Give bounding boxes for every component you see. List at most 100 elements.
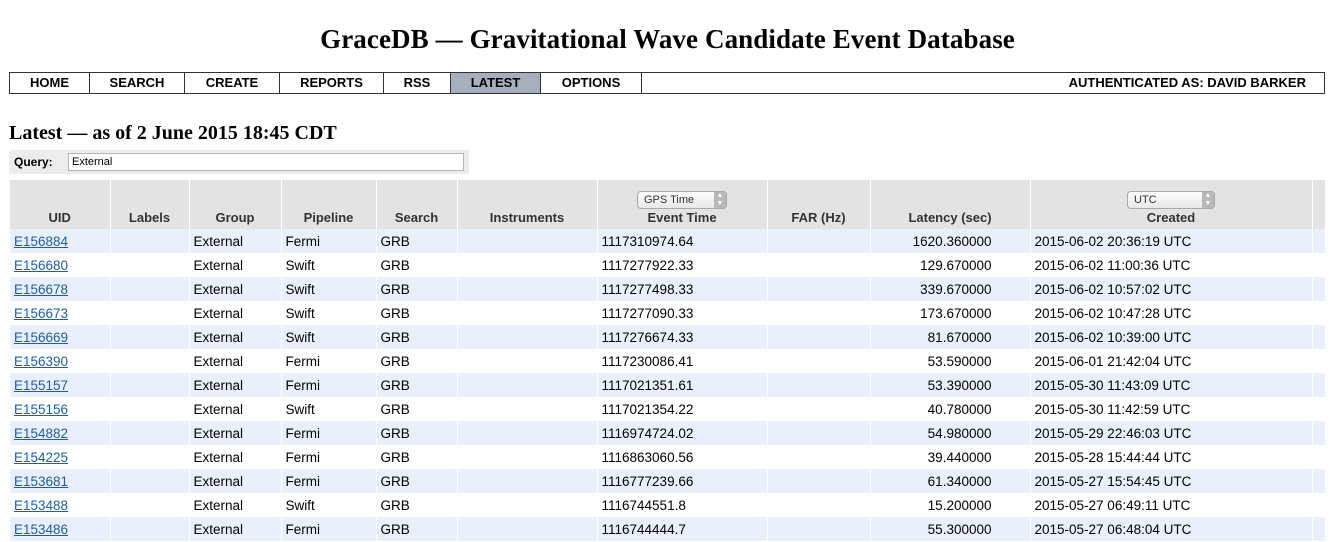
col-latency[interactable]: Latency (sec) <box>870 180 1031 229</box>
cell-far <box>767 445 871 469</box>
table-row[interactable]: E154225 External Fermi GRB 1116863060.56 39.4… <box>10 445 1326 469</box>
event-uid-link[interactable]: E156669 <box>14 329 69 345</box>
cell-far <box>767 253 871 277</box>
cell-gutter <box>1312 301 1326 325</box>
col-instruments[interactable]: Instruments <box>457 180 598 229</box>
event-time-format-select[interactable]: GPS Time ▲ ▼ <box>637 191 727 209</box>
cell-instruments <box>457 397 598 421</box>
table-row[interactable]: E156680 External Swift GRB 1117277922.33 129.… <box>10 253 1326 277</box>
col-labels[interactable]: Labels <box>110 180 190 229</box>
cell-event-time: 1116744551.8 <box>597 493 768 517</box>
col-far[interactable]: FAR (Hz) <box>767 180 871 229</box>
event-uid-link[interactable]: E156390 <box>14 353 69 369</box>
col-uid[interactable]: UID <box>10 180 111 229</box>
table-row[interactable]: E156884 External Fermi GRB 1117310974.64 1620… <box>10 229 1326 253</box>
cell-labels <box>110 349 190 373</box>
cell-far <box>767 469 871 493</box>
cell-latency: 129.670000 <box>870 253 1031 277</box>
created-timezone-select[interactable]: UTC ▲ ▼ <box>1127 191 1215 209</box>
table-row[interactable]: E154882 External Fermi GRB 1116974724.02 54.9… <box>10 421 1326 445</box>
nav-reports[interactable]: REPORTS <box>280 73 384 93</box>
event-uid-link[interactable]: E156884 <box>14 233 69 249</box>
event-uid-link[interactable]: E153486 <box>14 521 69 537</box>
cell-labels <box>110 277 190 301</box>
cell-gutter <box>1312 325 1326 349</box>
cell-latency: 53.390000 <box>870 373 1031 397</box>
cell-gutter <box>1312 373 1326 397</box>
cell-far <box>767 373 871 397</box>
auth-status: AUTHENTICATED AS: DAVID BARKER <box>1068 75 1306 90</box>
table-row[interactable]: E153681 External Fermi GRB 1116777239.66 61.3… <box>10 469 1326 493</box>
cell-gutter <box>1312 517 1326 541</box>
cell-latency: 54.980000 <box>870 421 1031 445</box>
nav-search[interactable]: SEARCH <box>90 73 185 93</box>
col-search[interactable]: Search <box>376 180 458 229</box>
col-pipeline[interactable]: Pipeline <box>281 180 377 229</box>
cell-uid: E154882 <box>10 421 111 445</box>
event-time-select-wrap: GPS Time ▲ ▼ <box>598 191 767 209</box>
cell-far <box>767 325 871 349</box>
nav-home[interactable]: HOME <box>10 73 90 93</box>
col-created-label[interactable]: Created <box>1146 210 1196 225</box>
cell-created: 2015-06-02 20:36:19 UTC <box>1030 229 1313 253</box>
cell-instruments <box>457 349 598 373</box>
cell-labels <box>110 229 190 253</box>
event-uid-link[interactable]: E156680 <box>14 257 69 273</box>
cell-instruments <box>457 421 598 445</box>
event-uid-link[interactable]: E154882 <box>14 425 69 441</box>
col-group[interactable]: Group <box>189 180 282 229</box>
cell-search: GRB <box>376 493 458 517</box>
table-row[interactable]: E155157 External Fermi GRB 1117021351.61 53.3… <box>10 373 1326 397</box>
table-row[interactable]: E156669 External Swift GRB 1117276674.33 81.6… <box>10 325 1326 349</box>
cell-instruments <box>457 517 598 541</box>
cell-uid: E153486 <box>10 517 111 541</box>
table-header-row: UID Labels Group Pipeline Search Instrum… <box>10 180 1326 229</box>
table-row[interactable]: E155156 External Swift GRB 1117021354.22 40.7… <box>10 397 1326 421</box>
cell-uid: E156884 <box>10 229 111 253</box>
cell-gutter <box>1312 445 1326 469</box>
cell-group: External <box>189 373 282 397</box>
cell-labels <box>110 421 190 445</box>
event-uid-link[interactable]: E153488 <box>14 497 69 513</box>
cell-labels <box>110 301 190 325</box>
cell-group: External <box>189 349 282 373</box>
cell-group: External <box>189 445 282 469</box>
event-uid-link[interactable]: E154225 <box>14 449 69 465</box>
cell-pipeline: Fermi <box>281 517 377 541</box>
cell-far <box>767 421 871 445</box>
cell-uid: E156669 <box>10 325 111 349</box>
cell-labels <box>110 325 190 349</box>
cell-event-time: 1116863060.56 <box>597 445 768 469</box>
event-uid-link[interactable]: E155156 <box>14 401 69 417</box>
select-arrows-icon: ▲ ▼ <box>714 192 726 208</box>
table-row[interactable]: E156673 External Swift GRB 1117277090.33 173.… <box>10 301 1326 325</box>
event-uid-link[interactable]: E155157 <box>14 377 69 393</box>
cell-search: GRB <box>376 301 458 325</box>
cell-uid: E156678 <box>10 277 111 301</box>
query-bar: Query: <box>9 150 469 174</box>
cell-created: 2015-05-27 06:48:04 UTC <box>1030 517 1313 541</box>
table-row[interactable]: E153488 External Swift GRB 1116744551.8 15.20… <box>10 493 1326 517</box>
query-input[interactable] <box>68 153 464 171</box>
event-uid-link[interactable]: E156673 <box>14 305 69 321</box>
table-row[interactable]: E156678 External Swift GRB 1117277498.33 339.… <box>10 277 1326 301</box>
nav-latest[interactable]: LATEST <box>451 73 541 93</box>
nav-options[interactable]: OPTIONS <box>541 73 642 93</box>
table-row[interactable]: E156390 External Fermi GRB 1117230086.41 53.5… <box>10 349 1326 373</box>
cell-latency: 173.670000 <box>870 301 1031 325</box>
events-body: E156884 External Fermi GRB 1117310974.64 1620… <box>10 229 1326 541</box>
page-title: GraceDB — Gravitational Wave Candidate E… <box>320 24 1015 54</box>
nav-create[interactable]: CREATE <box>185 73 280 93</box>
cell-pipeline: Fermi <box>281 421 377 445</box>
cell-far <box>767 397 871 421</box>
cell-pipeline: Swift <box>281 301 377 325</box>
created-select-wrap: UTC ▲ ▼ <box>1031 191 1312 209</box>
event-uid-link[interactable]: E156678 <box>14 281 69 297</box>
event-uid-link[interactable]: E153681 <box>14 473 69 489</box>
col-event-time-label[interactable]: Event Time <box>647 210 717 225</box>
cell-pipeline: Fermi <box>281 469 377 493</box>
table-row[interactable]: E153486 External Fermi GRB 1116744444.7 55.30… <box>10 517 1326 541</box>
cell-event-time: 1116974724.02 <box>597 421 768 445</box>
nav-rss[interactable]: RSS <box>384 73 451 93</box>
cell-event-time: 1117021351.61 <box>597 373 768 397</box>
